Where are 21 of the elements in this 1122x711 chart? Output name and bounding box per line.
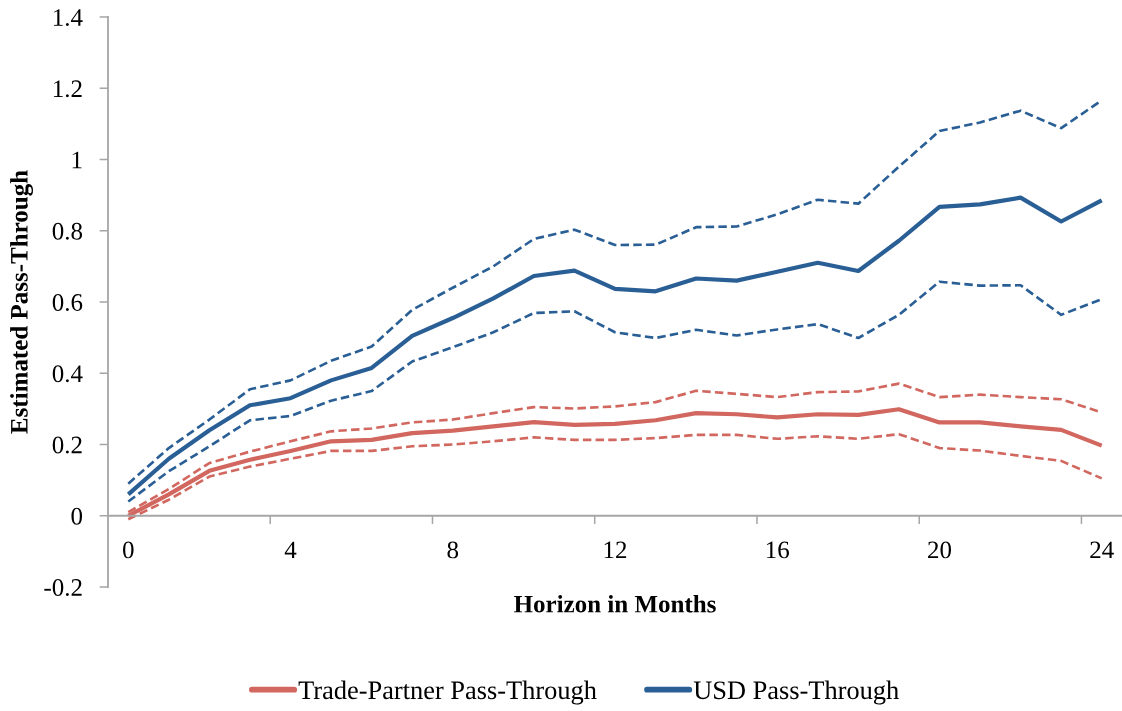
y-tick-label: 0.4 (52, 365, 83, 383)
line-series (126, 195, 1104, 497)
y-tick-label: -0.2 (44, 579, 82, 597)
x-tick-label: 12 (604, 541, 627, 559)
y-tick-label: 1.2 (53, 80, 82, 98)
x-tick-label: 4 (284, 541, 297, 559)
y-tick-label: 0 (71, 507, 83, 525)
y-tick-label: 0.2 (52, 436, 82, 454)
x-tick-label: 24 (1090, 541, 1114, 559)
y-tick-label: 0.8 (52, 222, 83, 240)
y-tick-label: 1.4 (53, 9, 83, 27)
y-tick-label: 1 (72, 151, 82, 169)
legend-label: USD Pass-Through (693, 680, 899, 705)
x-axis-title: Horizon in Months (514, 595, 716, 613)
x-tick-label: 0 (122, 541, 134, 559)
x-tick-label: 8 (447, 541, 459, 559)
x-tick-label: 16 (766, 541, 789, 559)
legend-label: Trade-Partner Pass-Through (298, 680, 597, 705)
x-tick-label: 20 (928, 541, 952, 559)
y-tick-label: 0.6 (52, 294, 83, 312)
y-axis-title: Estimated Pass-Through (10, 170, 33, 434)
